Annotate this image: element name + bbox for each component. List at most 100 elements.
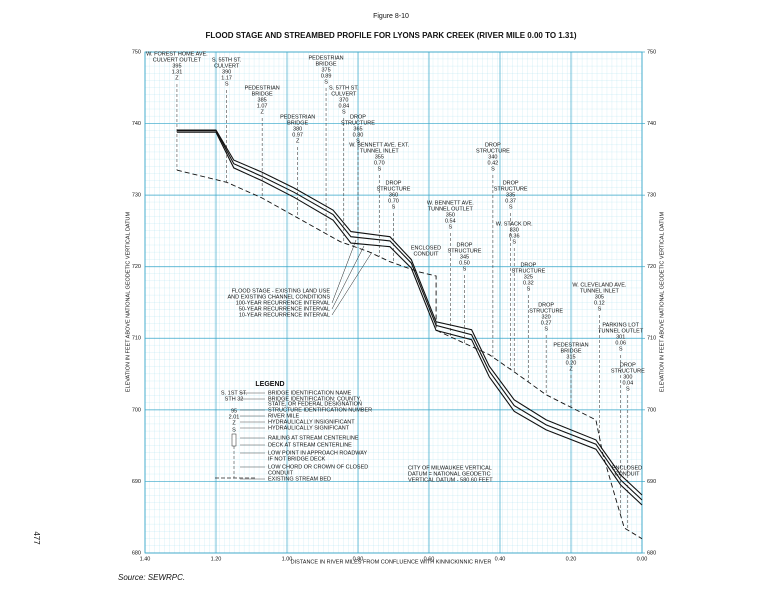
y2-axis-label: ELEVATION IN FEET ABOVE NATIONAL GEODETI… [659,211,665,392]
structure-label: 0.70 [388,198,399,204]
series-line [176,130,643,501]
structure-label: 0.42 [488,160,499,166]
structure-label: STRUCTURE [511,268,545,274]
structure-label: DROP [485,142,501,148]
structure-label: 0.36 [509,233,520,239]
legend-example: S. 1ST ST. [221,390,248,396]
legend-example: Z [232,420,236,426]
note: DATUM = NATIONAL GEODETIC [408,471,491,477]
structure-label: 300 [623,374,632,380]
y-tick-label: 700 [132,407,141,413]
structure-label: DROP [386,180,402,186]
legend-item: RIVER MILE [268,413,300,419]
structure-label: S [491,166,495,172]
legend-title: LEGEND [255,381,284,388]
structure-label: 0.89 [321,73,332,79]
structure-label: BRIDGE [560,348,581,354]
series-line [176,131,643,506]
structure-label: 0.84 [338,103,349,109]
y2-tick-label: 710 [647,336,656,342]
structure-label: PEDESTRIAN [308,55,343,61]
structure-label: W. BENNETT AVE. EXT. [349,142,409,148]
structure-label: 0.97 [292,132,303,138]
structure-label: W. BENNETT AVE. [427,200,474,206]
x-tick-label: 1.40 [140,556,151,562]
structure-label: 301 [616,334,625,340]
structure-label: DROP [503,180,519,186]
y-tick-label: 740 [132,121,141,127]
figure-label: Figure 8-10 [373,13,409,20]
structure-label: TUNNEL OUTLET [598,328,644,334]
chart-layer: 680 690 700 710 720 730 740 750 680 690 700 710 720 7… [132,49,656,562]
y-tick-label: 750 [132,49,141,55]
y2-tick-label: 700 [647,407,656,413]
y-axis-label: ELEVATION IN FEET ABOVE NATIONAL GEODETI… [125,211,131,392]
structure-label: Z [175,75,179,81]
structure-label: 0.27 [541,320,552,326]
y2-tick-label: 680 [647,550,656,556]
series-line [176,129,643,496]
structure-label: 395 [172,63,181,69]
note: CONDUIT [614,471,640,477]
structure-label: BRIDGE [287,120,308,126]
structure-label: 0.06 [615,340,626,346]
structure-label: CULVERT [331,91,357,97]
legend-example: 95 [231,408,237,414]
structure-label: 385 [258,97,267,103]
structure-label: 0.32 [523,280,534,286]
series-line [176,169,643,540]
structure-label: STRUCTURE [377,186,411,192]
structure-label: BRIDGE [252,91,273,97]
structure-label: S [448,224,452,230]
structure-label: TUNNEL INLET [360,148,400,154]
structure-label: DROP [350,114,366,120]
structure-label: 0.70 [374,160,385,166]
legend-item: DECK AT STREAM CENTERLINE [268,442,352,448]
structure-label: 390 [222,69,231,75]
legend-item: LOW CHORD OR CROWN OF CLOSED [268,464,368,470]
source: Source: SEWRPC. [118,573,185,582]
legend-item: STRUCTURE IDENTIFICATION NUMBER [268,407,372,413]
structure-label: CULVERT [214,63,240,69]
structure-label: Z [569,366,573,372]
structure-label: 345 [460,254,469,260]
flood-legend-title: FLOOD STAGE - EXISTING LAND USE [232,288,331,294]
legend-leader [331,245,365,310]
legend-item: BRIDGE IDENTIFICATION: COUNTY, [268,396,361,402]
structure-label: 315 [566,354,575,360]
structure-label: PEDESTRIAN [245,85,280,91]
legend-item: RAILING AT STREAM CENTERLINE [268,435,359,441]
legend-item: LOW POINT IN APPROACH ROADWAY [268,450,368,456]
legend-item: STATE, OR FEDERAL DESIGNATION [268,401,362,407]
x-tick-label: 0.60 [424,556,435,562]
structure-label: 0.37 [505,198,516,204]
y-tick-label: 680 [132,550,141,556]
structure-label: S [509,204,513,210]
legend-example: STH 32 [225,396,244,402]
y2-tick-label: 720 [647,264,656,270]
structure-label: 1.17 [221,75,232,81]
structure-label: 0.54 [445,218,456,224]
structure-label: S [598,306,602,312]
chart-title: FLOOD STAGE AND STREAMBED PROFILE FOR LY… [205,31,576,40]
structure-label: 1.31 [172,69,183,75]
structure-label: S [377,166,381,172]
structure-label: S [544,326,548,332]
legend-example-box [231,433,237,447]
x-tick-label: 0.40 [495,556,506,562]
structure-label: Z [260,109,264,115]
y2-tick-label: 750 [647,49,656,55]
x-axis-label: DISTANCE IN RIVER MILES FROM CONFLUENCE … [291,559,492,565]
x-tick-label: 1.00 [282,556,293,562]
structure-label: S [342,109,346,115]
note: ENCLOSED [411,245,441,251]
y2-tick-label: 740 [647,121,656,127]
legend-item: HYDRAULICALLY SIGNIFICANT [268,425,350,431]
page-number: 477 [32,531,41,545]
structure-label: CULVERT OUTLET [153,57,202,63]
structure-label: STRUCTURE [529,308,563,314]
legend-item: EXISTING STREAM BED [268,476,331,482]
structure-label: STRUCTURE [341,120,375,126]
structure-label: STRUCTURE [494,186,528,192]
